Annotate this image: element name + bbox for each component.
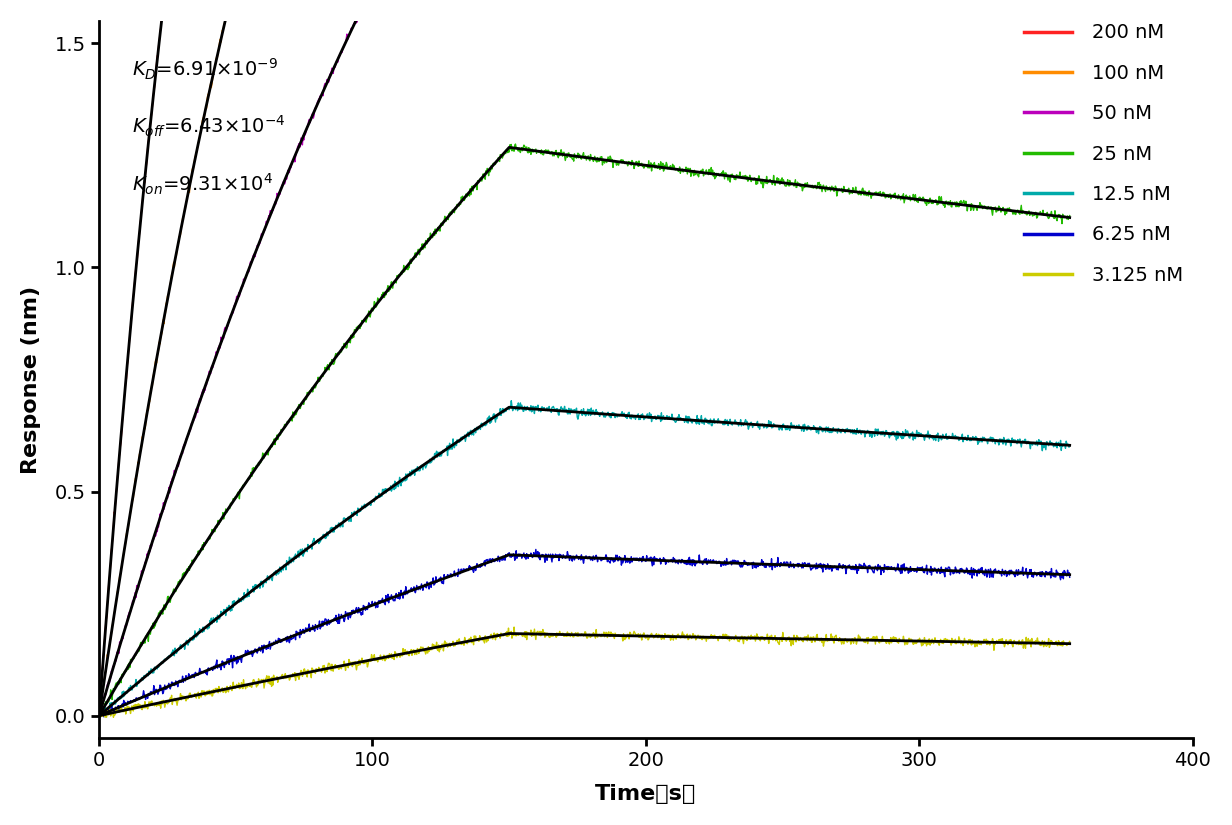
Text: $K_{off}$=6.43×10$^{-4}$: $K_{off}$=6.43×10$^{-4}$ <box>132 114 286 139</box>
Text: $K_{on}$=9.31×10$^{4}$: $K_{on}$=9.31×10$^{4}$ <box>132 172 274 196</box>
Legend: 200 nM, 100 nM, 50 nM, 25 nM, 12.5 nM, 6.25 nM, 3.125 nM: 200 nM, 100 nM, 50 nM, 25 nM, 12.5 nM, 6… <box>1024 23 1183 285</box>
Y-axis label: Response (nm): Response (nm) <box>21 285 41 474</box>
Text: $K_D$=6.91×10$^{-9}$: $K_D$=6.91×10$^{-9}$ <box>132 57 278 82</box>
X-axis label: Time（s）: Time（s） <box>595 785 696 804</box>
